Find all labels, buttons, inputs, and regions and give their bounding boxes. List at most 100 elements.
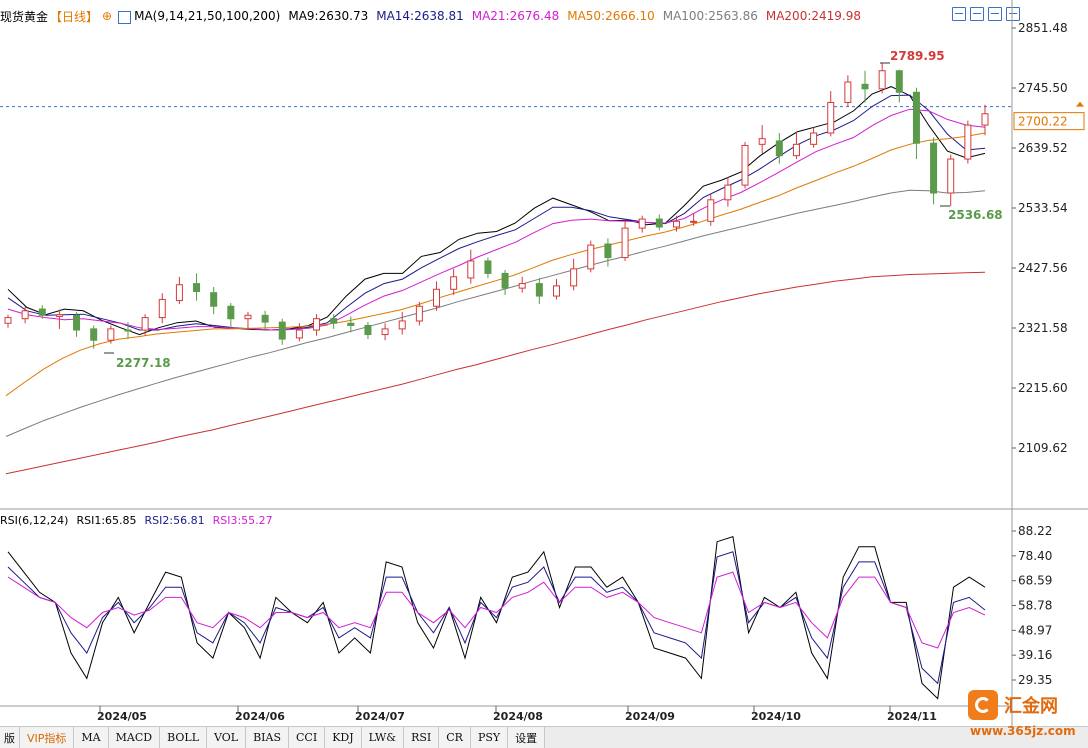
tab-6[interactable]: BIAS xyxy=(246,727,289,748)
candle-body xyxy=(330,318,338,324)
annotation-high-label: 2789.95 xyxy=(890,49,945,63)
price-arrow-icon xyxy=(1076,101,1084,107)
ma-line-ma14 xyxy=(7,94,986,331)
current-price-box xyxy=(1013,112,1085,131)
rsi3-value: RSI3:55.27 xyxy=(212,513,273,527)
tab-12[interactable]: PSY xyxy=(470,727,509,748)
price-chart[interactable]: 2851.48 2745.50 2639.52 2533.54 2427.56 2321.… xyxy=(0,0,1088,726)
candle-body xyxy=(4,317,12,324)
tab-9[interactable]: LW& xyxy=(361,727,405,748)
price-tick-label: 2639.52 xyxy=(1018,141,1068,155)
candle-body xyxy=(484,260,492,274)
candle-body xyxy=(107,328,115,341)
price-tick-label: 2215.60 xyxy=(1018,381,1068,395)
candle-body xyxy=(73,314,81,331)
crosshair-icon[interactable] xyxy=(970,7,984,21)
time-tick-label: 2024/09 xyxy=(625,710,675,723)
rsi-legend: RSI(6,12,24) RSI1:65.85 RSI2:56.81 RSI3:… xyxy=(0,511,281,529)
tab-1[interactable]: VIP指标 xyxy=(20,727,75,748)
candle-body xyxy=(313,318,321,331)
price-tick-label: 2427.56 xyxy=(1018,261,1068,275)
rsi-line-rsi1 xyxy=(7,535,986,700)
zoom-out-icon[interactable] xyxy=(1006,7,1020,21)
candle-body xyxy=(792,143,800,157)
candle-body xyxy=(158,298,166,319)
rsi-tick-label: 48.97 xyxy=(1018,623,1052,637)
candle-body xyxy=(552,285,560,297)
candle-body xyxy=(347,322,355,326)
ma9-value: MA9:2630.73 xyxy=(288,9,369,23)
rsi-line-rsi2 xyxy=(7,551,986,685)
annotation-low-label: 2536.68 xyxy=(948,208,1003,222)
candle-body xyxy=(775,140,783,157)
tab-5[interactable]: VOL xyxy=(207,727,247,748)
candle-body xyxy=(964,124,972,160)
candle-body xyxy=(124,329,132,332)
candle-body xyxy=(55,314,63,317)
tab-3[interactable]: MACD xyxy=(108,727,161,748)
price-tick-label: 2109.62 xyxy=(1018,441,1068,455)
candle-body xyxy=(518,283,526,289)
candle-body xyxy=(690,220,698,223)
time-tick-label: 2024/10 xyxy=(751,710,801,723)
tab-7[interactable]: CCI xyxy=(289,727,326,748)
price-tick-label: 2745.50 xyxy=(1018,81,1068,95)
period-label[interactable]: 【日线】 xyxy=(50,9,99,24)
candle-body xyxy=(364,324,372,336)
tab-0[interactable]: 版 xyxy=(0,727,20,748)
candle-body xyxy=(895,70,903,93)
ma14-value: MA14:2638.81 xyxy=(376,9,464,23)
indicator-tabs: 版 VIP指标 MA MACD BOLL VOL BIAS CCI KDJ LW& RSI CR PSY… xyxy=(0,726,1088,748)
rsi2-value: RSI2:56.81 xyxy=(144,513,205,527)
add-icon[interactable]: ⊕ xyxy=(102,9,113,23)
rsi-tick-label: 58.78 xyxy=(1018,599,1052,613)
candle-body xyxy=(672,220,680,228)
expand-icon[interactable] xyxy=(952,7,966,21)
candle-body xyxy=(741,144,749,186)
site-logo-icon xyxy=(968,690,998,720)
time-tick-label: 2024/05 xyxy=(97,710,147,723)
time-tick-label: 2024/08 xyxy=(493,710,543,723)
chart-type-icon[interactable] xyxy=(118,10,132,24)
ma-line-ma9 xyxy=(7,86,986,336)
annotation-low-label: 2277.18 xyxy=(116,356,171,370)
zoom-in-icon[interactable] xyxy=(988,7,1002,21)
candle-body xyxy=(724,184,732,201)
price-tick-label: 2851.48 xyxy=(1018,21,1068,35)
tab-8[interactable]: KDJ xyxy=(325,727,362,748)
symbol-name: 现货黄金 xyxy=(0,9,49,24)
watermark-url: www.365jz.com xyxy=(970,724,1076,738)
candle-body xyxy=(844,81,852,103)
candle-body xyxy=(810,132,818,145)
candle-body xyxy=(450,276,458,290)
candle-body xyxy=(707,199,715,222)
rsi-tick-label: 68.59 xyxy=(1018,574,1052,588)
current-price-label: 2700.22 xyxy=(1018,115,1068,129)
tab-13[interactable]: 设置 xyxy=(508,727,546,748)
candle-body xyxy=(535,283,543,297)
candle-body xyxy=(912,91,920,144)
tab-11[interactable]: CR xyxy=(439,727,471,748)
candle-body xyxy=(278,321,286,340)
tab-10[interactable]: RSI xyxy=(404,727,440,748)
candle-body xyxy=(621,227,629,259)
chart-legend: 现货黄金 【日线】 ⊕ MA(9,14,21,50,100,200) MA9:2… xyxy=(0,0,1010,32)
rsi-settings: RSI(6,12,24) xyxy=(0,513,69,527)
candle-body xyxy=(210,292,218,307)
chart-toolbar xyxy=(952,7,1020,21)
tab-2[interactable]: MA xyxy=(74,727,109,748)
tab-4[interactable]: BOLL xyxy=(160,727,207,748)
rsi1-value: RSI1:65.85 xyxy=(76,513,137,527)
candle-body xyxy=(261,314,269,323)
candle-body xyxy=(21,310,29,320)
rsi-tick-label: 29.35 xyxy=(1018,673,1052,687)
candle-body xyxy=(587,244,595,270)
candle-body xyxy=(758,138,766,145)
ma50-value: MA50:2666.10 xyxy=(567,9,655,23)
rsi-tick-label: 78.40 xyxy=(1018,549,1052,563)
ma200-value: MA200:2419.98 xyxy=(765,9,861,23)
ma-line-ma100 xyxy=(5,189,986,437)
candle-body xyxy=(141,317,149,331)
rsi-line-rsi3 xyxy=(7,571,986,649)
candle-body xyxy=(861,83,869,90)
